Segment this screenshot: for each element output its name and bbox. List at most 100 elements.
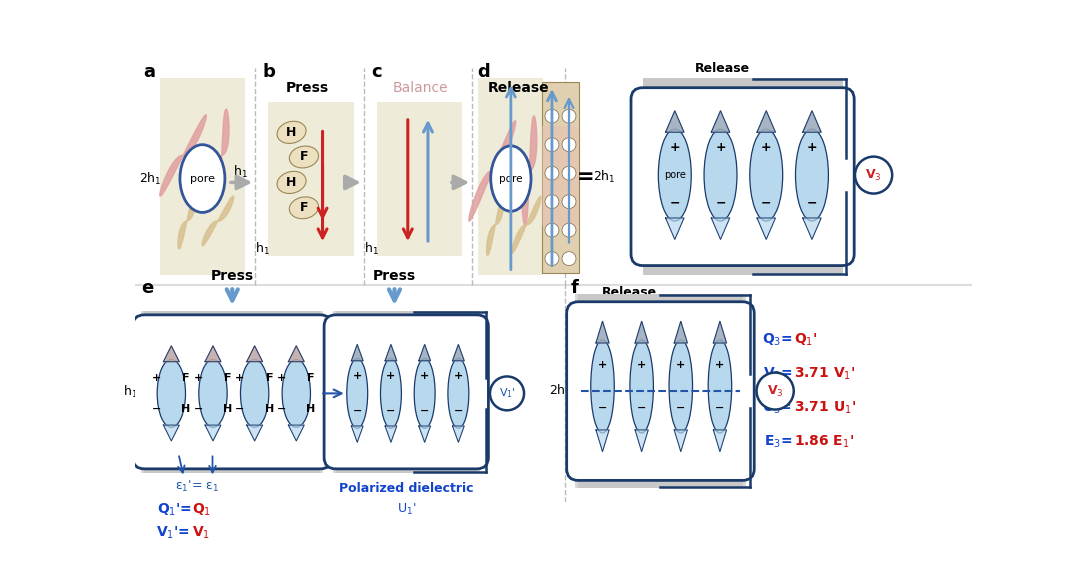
Text: −: − [715, 196, 726, 209]
Polygon shape [674, 321, 687, 343]
Ellipse shape [289, 197, 319, 219]
Polygon shape [757, 218, 775, 240]
Text: Q$_1$': Q$_1$' [794, 332, 818, 349]
Text: E$_3$=: E$_3$= [764, 434, 794, 450]
Text: U$_3$=: U$_3$= [762, 400, 794, 416]
Polygon shape [178, 193, 195, 249]
Polygon shape [596, 321, 609, 343]
Ellipse shape [278, 121, 306, 143]
Circle shape [562, 195, 576, 209]
Text: Q$_3$=: Q$_3$= [761, 332, 794, 349]
Polygon shape [386, 345, 396, 361]
Circle shape [490, 376, 524, 411]
Text: −: − [352, 406, 362, 416]
Circle shape [562, 166, 576, 180]
Polygon shape [665, 218, 684, 240]
Text: H: H [224, 404, 232, 414]
Text: H: H [286, 176, 297, 189]
Text: −: − [276, 404, 286, 414]
Ellipse shape [282, 359, 310, 428]
Text: 1.86 E$_1$': 1.86 E$_1$' [794, 434, 854, 450]
Text: +: + [807, 141, 818, 154]
Text: 3.71 V$_1$': 3.71 V$_1$' [794, 366, 855, 382]
Circle shape [545, 138, 559, 152]
Bar [145, 311, 321, 327]
Text: 3.71 U$_1$': 3.71 U$_1$' [794, 400, 855, 416]
Text: −: − [637, 403, 646, 413]
Text: d: d [477, 63, 490, 81]
Circle shape [562, 252, 576, 266]
Bar [336, 311, 476, 327]
Polygon shape [202, 196, 233, 246]
Text: ε$_1$'= ε$_1$: ε$_1$'= ε$_1$ [175, 479, 219, 494]
FancyBboxPatch shape [324, 315, 488, 469]
Polygon shape [163, 346, 179, 362]
Text: pore: pore [664, 170, 686, 180]
Polygon shape [487, 194, 504, 255]
Text: h$_1$: h$_1$ [256, 241, 270, 257]
Polygon shape [351, 426, 363, 442]
Bar [578, 294, 743, 314]
Polygon shape [351, 345, 363, 361]
Polygon shape [205, 346, 221, 362]
Ellipse shape [241, 359, 269, 428]
Polygon shape [246, 346, 262, 362]
Bar [578, 469, 743, 488]
Text: +: + [193, 373, 203, 382]
Text: f: f [570, 279, 579, 297]
Ellipse shape [796, 129, 828, 221]
Text: V$_3$=: V$_3$= [762, 366, 794, 382]
Polygon shape [453, 426, 464, 442]
Polygon shape [635, 430, 648, 452]
Text: Press: Press [211, 270, 254, 283]
Circle shape [855, 157, 892, 193]
Text: Release: Release [696, 62, 751, 76]
Ellipse shape [659, 129, 691, 221]
Polygon shape [757, 111, 775, 132]
Text: +: + [152, 373, 161, 382]
Text: H: H [307, 404, 315, 414]
Ellipse shape [708, 340, 731, 433]
Text: +: + [276, 373, 286, 382]
Polygon shape [665, 111, 684, 132]
Bar [160, 78, 245, 275]
Bar [268, 102, 353, 255]
Text: −: − [387, 406, 395, 416]
Circle shape [545, 223, 559, 237]
Text: −: − [420, 406, 430, 416]
Bar [542, 82, 579, 272]
Bar [542, 126, 579, 226]
Polygon shape [160, 115, 206, 196]
Polygon shape [163, 425, 179, 441]
Ellipse shape [630, 340, 653, 433]
Text: V$_1$'=: V$_1$'= [157, 525, 191, 541]
Text: =: = [577, 167, 595, 187]
Text: F: F [308, 373, 314, 382]
Text: H: H [286, 126, 297, 139]
Text: c: c [372, 63, 382, 81]
Text: +: + [676, 360, 686, 370]
Text: Press: Press [285, 81, 328, 95]
Text: Press: Press [373, 270, 416, 283]
Ellipse shape [278, 171, 306, 193]
Ellipse shape [159, 358, 184, 429]
Polygon shape [802, 218, 821, 240]
Text: Polarized dielectric: Polarized dielectric [339, 482, 473, 495]
Text: h$_1$: h$_1$ [233, 164, 247, 180]
Text: +: + [454, 371, 463, 381]
Text: F: F [266, 373, 273, 382]
Text: F: F [300, 151, 308, 164]
Polygon shape [512, 196, 541, 253]
Ellipse shape [180, 145, 225, 213]
Text: F: F [300, 201, 308, 214]
Ellipse shape [158, 359, 186, 428]
Text: H: H [181, 404, 191, 414]
Text: +: + [387, 371, 395, 381]
Polygon shape [714, 430, 727, 452]
FancyBboxPatch shape [631, 87, 854, 266]
Text: +: + [352, 371, 362, 381]
Polygon shape [288, 346, 305, 362]
Polygon shape [712, 111, 730, 132]
Text: 2h$_1$: 2h$_1$ [593, 169, 616, 185]
Circle shape [562, 223, 576, 237]
